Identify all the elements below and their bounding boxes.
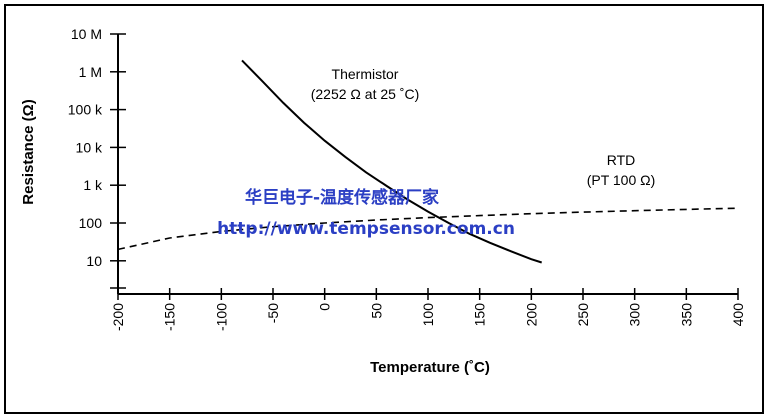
y-tick-label: 10 M (71, 26, 102, 42)
y-tick-label: 100 k (68, 102, 103, 118)
x-tick-label: 50 (368, 303, 384, 319)
x-tick-label: -50 (265, 303, 281, 323)
x-tick-label: -100 (213, 303, 229, 331)
chart-frame (4, 4, 764, 414)
x-tick-label: 250 (575, 303, 591, 327)
series-line-rtd (117, 207, 739, 251)
annotation-rtd-spec: (PT 100 Ω) (587, 172, 656, 188)
x-tick-label: 0 (317, 303, 333, 311)
x-tick-label: 150 (472, 303, 488, 327)
annotation-thermistor: Thermistor (332, 66, 399, 82)
annotation-thermistor-spec: (2252 Ω at 25 ˚C) (311, 86, 420, 102)
y-tick-label: 1 k (83, 177, 103, 193)
x-tick-label: 100 (420, 303, 436, 327)
x-axis-title: Temperature (˚C) (370, 359, 490, 376)
x-tick-label: 350 (678, 303, 694, 327)
x-tick-label: 300 (627, 303, 643, 327)
x-ticks: -200 -150 -100 -50 0 50 100 150 200 250 300 350 400 (110, 288, 746, 331)
annotation-rtd: RTD (607, 152, 636, 168)
y-tick-label: 10 k (76, 139, 103, 155)
y-ticks: 10 100 1 k 10 k 100 k 1 M 10 M (68, 26, 126, 289)
y-axis-title: Resistance (Ω) (20, 99, 37, 204)
x-tick-label: 400 (730, 303, 746, 327)
series-line-thermistor (241, 59, 543, 264)
y-tick-label: 1 M (79, 64, 102, 80)
x-tick-label: -150 (162, 303, 178, 331)
y-tick-label: 10 (86, 253, 102, 269)
watermark-url: http://www.tempsensor.com.cn (217, 219, 515, 239)
series-layer (117, 59, 739, 264)
y-tick-label: 100 (79, 215, 103, 231)
x-tick-label: -200 (110, 303, 126, 331)
axes (117, 34, 738, 295)
x-tick-label: 200 (523, 303, 539, 327)
watermark-title: 华巨电子-温度传感器厂家 (245, 187, 439, 208)
